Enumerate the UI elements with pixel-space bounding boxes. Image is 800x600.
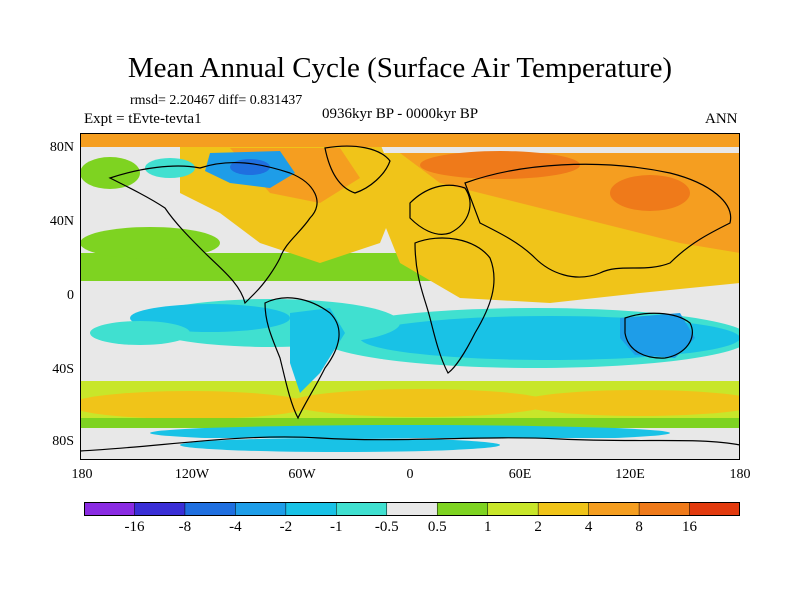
colorbar-swatch: [336, 502, 388, 516]
colorbar: [84, 502, 740, 516]
lon-label-180w: 180: [71, 467, 93, 482]
lon-label-120e: 120E: [615, 467, 645, 482]
lon-label-60w: 60W: [288, 467, 316, 482]
experiment-label: Expt = tEvte-tevta1: [84, 111, 202, 127]
colorbar-swatch: [436, 502, 489, 516]
temperature-anomaly-map: [80, 133, 740, 460]
colorbar-label: 8: [635, 519, 643, 535]
colorbar-label: 2: [534, 519, 542, 535]
lat-label-eq: 0: [67, 288, 74, 303]
lat-label-80n: 80N: [49, 140, 74, 155]
lat-label-40n: 40N: [49, 214, 74, 229]
colorbar-label: -16: [124, 519, 145, 535]
colorbar-label: -1: [330, 519, 343, 535]
colorbar-swatch: [386, 502, 438, 516]
colorbar-label: 1: [483, 519, 492, 535]
colorbar-label: -4: [229, 519, 242, 535]
lat-label-80s: 80S: [52, 434, 74, 449]
colorbar-swatch: [537, 502, 590, 516]
colorbar-swatch: [285, 502, 338, 516]
colorbar-swatch: [638, 502, 691, 516]
colorbar-swatch: [184, 502, 237, 516]
lon-label-180e: 180: [729, 467, 751, 482]
colorbar-label: -2: [279, 519, 293, 535]
colorbar-label: 16: [682, 519, 698, 535]
lon-label-0: 0: [406, 467, 414, 482]
lon-label-60e: 60E: [508, 467, 532, 482]
colorbar-label: 4: [584, 519, 593, 535]
rmsd-diff-stats: rmsd= 2.20467 diff= 0.831437: [130, 93, 303, 108]
colorbar-label: -8: [178, 519, 192, 535]
period-label: 0936kyr BP - 0000kyr BP: [322, 106, 479, 122]
colorbar-swatch: [487, 502, 539, 516]
colorbar-label: -0.5: [374, 519, 399, 535]
lon-label-120w: 120W: [174, 467, 210, 482]
map-title: Mean Annual Cycle (Surface Air Temperatu…: [127, 52, 673, 84]
colorbar-swatch: [134, 502, 186, 516]
lat-label-40s: 40S: [52, 362, 74, 377]
colorbar-swatch: [588, 502, 640, 516]
season-label: ANN: [705, 111, 738, 127]
colorbar-swatch: [689, 502, 740, 516]
colorbar-label: 0.5: [427, 519, 447, 535]
colorbar-swatch: [235, 502, 287, 516]
colorbar-swatch: [84, 502, 136, 516]
